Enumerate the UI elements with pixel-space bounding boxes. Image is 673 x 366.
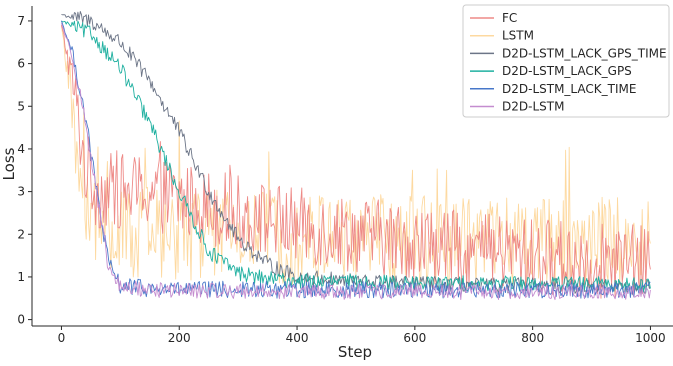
y-ticks: 0 1 2 3 4 5 6 7: [17, 14, 32, 327]
series-layer: [60, 11, 651, 301]
series-line-0: [60, 25, 651, 300]
x-tick-label: 1000: [635, 331, 666, 345]
legend: FC LSTM D2D-LSTM_LACK_GPS_TIME D2D-LSTM_LAC…: [462, 4, 670, 118]
y-tick-label: 5: [17, 99, 25, 113]
series-line-3: [61, 20, 651, 293]
legend-label: D2D-LSTM_LACK_TIME: [502, 82, 636, 96]
y-tick-label: 0: [17, 313, 25, 327]
y-tick-label: 4: [17, 142, 25, 156]
legend-label: D2D-LSTM: [502, 100, 564, 114]
legend-label: FC: [502, 11, 517, 25]
legend-frame: [462, 4, 670, 118]
y-axis-label: Loss: [0, 147, 18, 180]
x-ticks: 0 200 400 600 800 1000: [58, 326, 666, 345]
x-tick-label: 400: [286, 331, 309, 345]
legend-label: D2D-LSTM_LACK_GPS: [502, 64, 632, 78]
x-axis-label: Step: [338, 343, 372, 361]
x-tick-label: 0: [58, 331, 66, 345]
x-tick-label: 200: [168, 331, 191, 345]
y-tick-label: 7: [17, 14, 25, 28]
y-tick-label: 1: [17, 270, 25, 284]
series-line-5: [60, 22, 651, 301]
y-tick-label: 3: [17, 185, 25, 199]
x-tick-label: 600: [403, 331, 426, 345]
y-tick-label: 6: [17, 57, 25, 71]
legend-label: LSTM: [502, 29, 534, 43]
legend-label: D2D-LSTM_LACK_GPS_TIME: [502, 46, 667, 60]
y-tick-label: 2: [17, 227, 25, 241]
x-tick-label: 800: [521, 331, 544, 345]
